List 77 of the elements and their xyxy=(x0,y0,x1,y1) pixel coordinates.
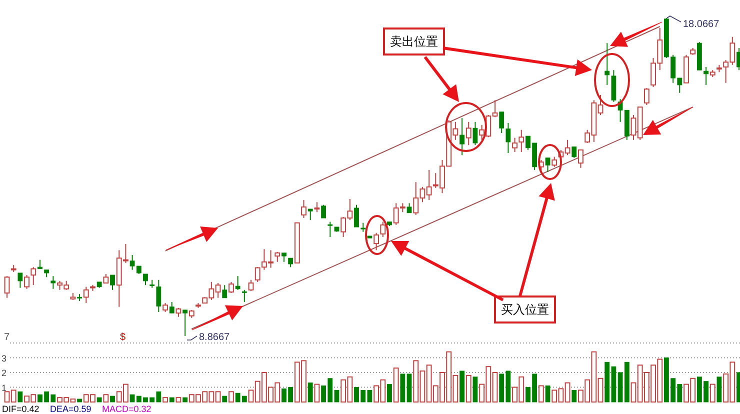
bar xyxy=(110,396,115,402)
candlestick xyxy=(578,149,584,168)
candlestick xyxy=(156,279,162,313)
candlestick xyxy=(274,251,280,262)
candlestick xyxy=(518,129,524,152)
candlestick xyxy=(182,309,188,336)
candlestick xyxy=(143,274,148,286)
bar xyxy=(162,397,168,402)
bar xyxy=(710,384,716,402)
candlestick xyxy=(235,276,240,290)
candlestick xyxy=(460,118,464,156)
candlestick xyxy=(328,221,333,238)
text: DIF=0.42 xyxy=(2,404,40,414)
text: MACD=0.32 xyxy=(102,404,152,414)
candlestick xyxy=(110,274,115,290)
bar xyxy=(103,394,109,402)
candlestick xyxy=(512,137,518,152)
candlestick xyxy=(499,111,504,134)
candlestick xyxy=(242,289,247,303)
candlestick xyxy=(545,157,550,173)
bar xyxy=(222,396,228,402)
annotation: 卖出位置 xyxy=(390,34,438,48)
bar xyxy=(77,398,82,402)
bar xyxy=(387,384,392,402)
candlestick xyxy=(466,121,472,146)
candlestick xyxy=(169,302,174,314)
bar xyxy=(716,376,722,402)
candlestick xyxy=(228,281,234,294)
candlestick xyxy=(18,272,23,288)
y-tick-label: 2 xyxy=(1,368,7,378)
bar xyxy=(545,386,550,402)
bar xyxy=(460,370,464,402)
candlestick xyxy=(50,276,56,290)
candlestick xyxy=(506,122,511,154)
bar xyxy=(228,391,234,402)
candlestick xyxy=(479,124,485,140)
candlestick xyxy=(314,202,320,213)
candlestick xyxy=(354,204,359,228)
candlestick xyxy=(552,156,558,168)
candlestick xyxy=(301,200,306,219)
annotation: $ xyxy=(120,332,126,343)
y-tick-label: 3 xyxy=(1,353,7,364)
bar xyxy=(572,390,577,402)
candlestick xyxy=(254,266,260,282)
candlestick xyxy=(604,42,610,86)
candlestick xyxy=(83,286,89,304)
text: DEA=0.59 xyxy=(50,404,92,414)
candlestick xyxy=(380,221,386,238)
bar xyxy=(169,397,174,402)
bar xyxy=(466,374,472,402)
bar xyxy=(538,385,544,402)
bar xyxy=(18,391,23,402)
candlestick xyxy=(472,121,478,146)
candlestick xyxy=(248,279,254,292)
annotation: 买入位置 xyxy=(501,302,549,316)
annotation: 7 xyxy=(4,332,10,343)
bar xyxy=(96,397,102,402)
candlestick xyxy=(308,208,313,221)
bar xyxy=(472,376,478,402)
candlestick xyxy=(572,146,577,158)
candlestick xyxy=(704,66,708,86)
candlestick xyxy=(222,284,228,298)
candlestick xyxy=(24,274,30,290)
y-tick-label: 1 xyxy=(1,382,7,393)
bar xyxy=(176,397,182,402)
bar xyxy=(308,382,313,402)
annotation: 8.8667 xyxy=(199,332,230,343)
candlestick xyxy=(4,276,10,298)
candlestick xyxy=(30,266,36,286)
bar xyxy=(393,368,399,402)
annotation: 18.0667 xyxy=(683,19,720,30)
bar xyxy=(182,397,188,402)
bar xyxy=(314,384,320,402)
candlestick xyxy=(644,88,650,106)
candlestick xyxy=(406,202,412,214)
candlestick xyxy=(374,232,379,251)
candlestick xyxy=(321,204,326,219)
